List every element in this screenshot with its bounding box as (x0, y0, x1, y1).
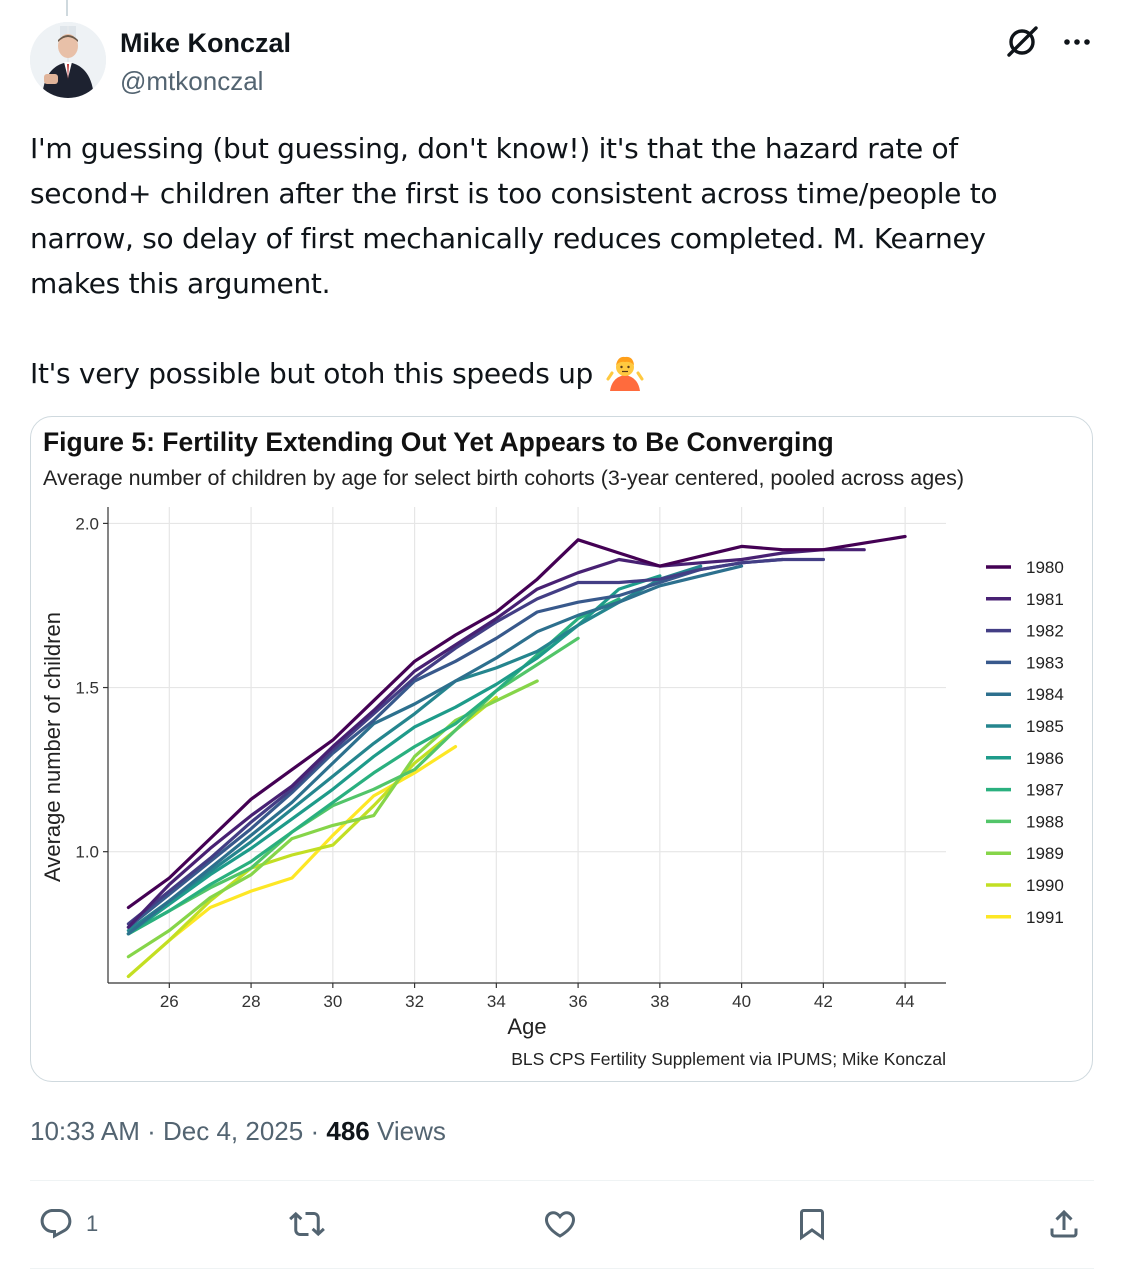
share-button[interactable] (1046, 1202, 1082, 1246)
x-tick-label: 36 (569, 992, 588, 1011)
legend-label-1982: 1982 (1026, 622, 1064, 641)
author-name[interactable]: Mike Konczal (120, 28, 292, 58)
chart-subtitle: Average number of children by age for se… (43, 466, 964, 490)
like-icon (544, 1211, 576, 1238)
series-line-1990 (126, 695, 498, 979)
tweet-line: makes this argument. (30, 267, 331, 300)
x-tick-label: 28 (242, 992, 261, 1011)
y-tick-label: 2.0 (75, 514, 99, 533)
y-tick-label: 1.0 (75, 843, 99, 862)
tweet-date[interactable]: Dec 4, 2025 (163, 1116, 304, 1146)
series-line-1991 (126, 745, 458, 979)
reply-button[interactable]: 1 (38, 1202, 98, 1246)
legend-label-1990: 1990 (1026, 876, 1064, 895)
legend-label-1986: 1986 (1026, 749, 1064, 768)
tweet-line: second+ children after the first is too … (30, 177, 998, 210)
series-line-1985 (126, 564, 703, 933)
y-axis-label: Average number of children (40, 612, 65, 882)
retweet-icon (289, 1211, 325, 1237)
tweet-blank-line (30, 306, 1090, 351)
legend-label-1984: 1984 (1026, 685, 1064, 704)
tweet-header: Mike Konczal @mtkonczal (30, 22, 1094, 102)
bookmark-icon (800, 1209, 824, 1241)
series-line-1984 (126, 564, 744, 936)
x-tick-label: 26 (160, 992, 179, 1011)
chart-caption: BLS CPS Fertility Supplement via IPUMS; … (511, 1049, 946, 1069)
tweet-meta: 10:33 AM · Dec 4, 2025 · 486 Views (30, 1116, 446, 1147)
x-tick-label: 32 (405, 992, 424, 1011)
tweet-line: It's very possible but otoh this speeds … (30, 351, 1090, 396)
legend-label-1988: 1988 (1026, 812, 1064, 831)
more-icon[interactable] (1060, 24, 1094, 58)
chart-legend: 1980 1981 1982 1983 1984 1985 1986 1987 1988 1989… (986, 558, 1064, 927)
tweet-line: I'm guessing (but guessing, don't know!)… (30, 132, 958, 165)
avatar-image (30, 22, 106, 98)
author-handle[interactable]: @mtkonczal (120, 66, 264, 96)
series-line-1981 (126, 548, 866, 929)
thread-line (66, 0, 68, 16)
x-tick-label: 42 (814, 992, 833, 1011)
x-tick-label: 34 (487, 992, 506, 1011)
legend-label-1983: 1983 (1026, 653, 1064, 672)
legend-label-1987: 1987 (1026, 781, 1064, 800)
legend-label-1981: 1981 (1026, 590, 1064, 609)
divider (30, 1268, 1094, 1269)
chart-image[interactable]: Figure 5: Fertility Extending Out Yet Ap… (30, 416, 1093, 1082)
bookmark-button[interactable] (794, 1202, 830, 1246)
x-tick-label: 40 (732, 992, 751, 1011)
tweet-text: I'm guessing (but guessing, don't know!)… (30, 126, 1090, 396)
person-shrugging-emoji (606, 353, 644, 391)
x-tick-label: 38 (650, 992, 669, 1011)
legend-label-1985: 1985 (1026, 717, 1064, 736)
y-tick-label: 1.5 (75, 679, 99, 698)
action-bar: 1 (30, 1196, 1094, 1256)
reply-count: 1 (86, 1211, 99, 1236)
tweet-time[interactable]: 10:33 AM (30, 1116, 140, 1146)
tweet-line-text: It's very possible but otoh this speeds … (30, 357, 594, 390)
reply-icon (40, 1209, 72, 1239)
series-line-1986 (126, 574, 662, 936)
chart-ticks: 26 28 30 32 34 36 38 40 42 44 1.0 1.5 2.0 (75, 514, 914, 1011)
chart-axes (107, 507, 946, 984)
series-line-1980 (126, 534, 907, 910)
tweet-line: narrow, so delay of first mechanically r… (30, 222, 986, 255)
views-count: 486 (326, 1116, 370, 1146)
legend-label-1991: 1991 (1026, 908, 1064, 927)
grok-icon[interactable] (1006, 24, 1040, 58)
like-button[interactable] (542, 1202, 578, 1246)
x-tick-label: 44 (896, 992, 915, 1011)
divider (30, 1180, 1094, 1181)
retweet-button[interactable] (289, 1202, 325, 1246)
chart-grid (108, 507, 946, 983)
chart-title: Figure 5: Fertility Extending Out Yet Ap… (43, 427, 834, 457)
legend-label-1989: 1989 (1026, 844, 1064, 863)
share-icon (1050, 1209, 1078, 1238)
x-axis-label: Age (507, 1014, 546, 1039)
x-tick-label: 30 (323, 992, 342, 1011)
series-line-1987 (126, 597, 621, 936)
meta-separator: · (310, 1116, 320, 1146)
chart-series (126, 534, 907, 979)
series-line-1982 (126, 557, 826, 926)
views-label: Views (376, 1116, 446, 1146)
series-line-1983 (126, 557, 785, 929)
fertility-chart: Figure 5: Fertility Extending Out Yet Ap… (40, 427, 1064, 1069)
avatar[interactable] (30, 22, 106, 98)
legend-label-1980: 1980 (1026, 558, 1064, 577)
meta-separator: · (147, 1116, 156, 1146)
